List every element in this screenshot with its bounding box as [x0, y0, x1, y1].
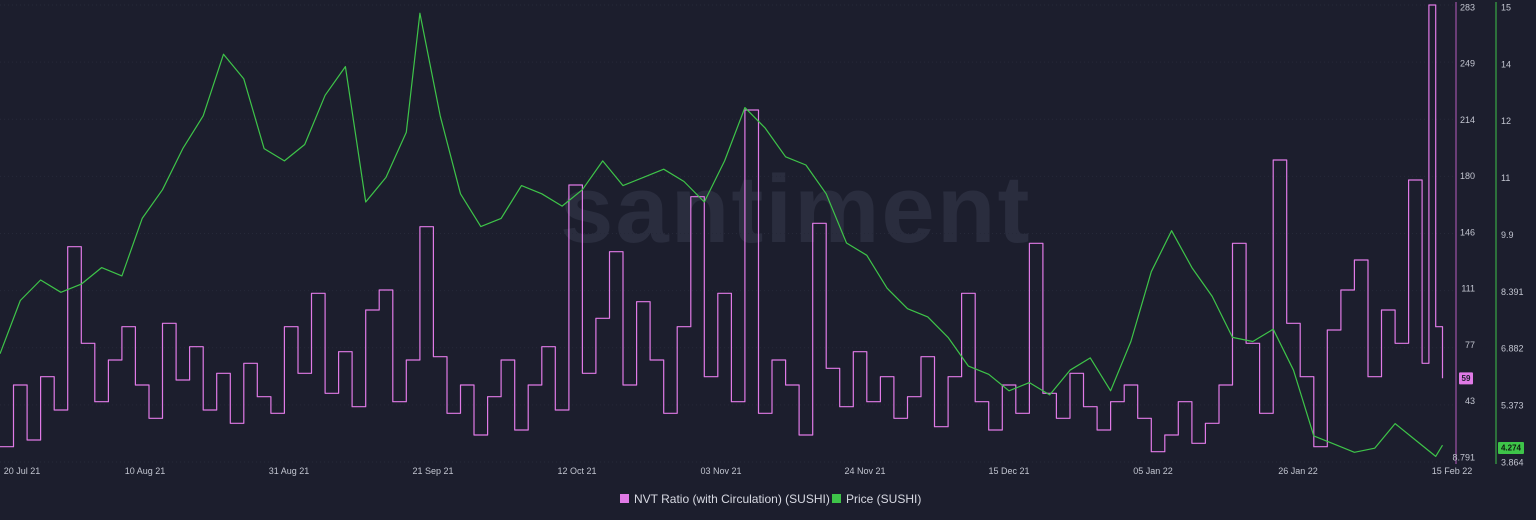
- nvt-tick-label: 283: [1460, 2, 1475, 12]
- nvt-current-badge: [1459, 372, 1473, 385]
- nvt-tick-label: 180: [1460, 171, 1475, 181]
- x-tick-label: 20 Jul 21: [4, 466, 41, 476]
- price-tick-label: 12: [1501, 116, 1511, 126]
- legend-swatch: [620, 494, 629, 503]
- x-tick-label: 21 Sep 21: [412, 466, 453, 476]
- price-tick-label: 11: [1501, 173, 1510, 183]
- x-axis-ticks: 20 Jul 21 10 Aug 21 31 Aug 21 21 Sep 21 12 O…: [4, 466, 1473, 476]
- price-current-value: 4.274: [1501, 444, 1522, 453]
- axis-lines: [1455, 2, 1497, 464]
- x-tick-label: 10 Aug 21: [125, 466, 166, 476]
- nvt-tick-label: 214: [1460, 115, 1475, 125]
- nvt-tick-label: 43: [1465, 396, 1475, 406]
- watermark: santiment: [560, 156, 1031, 263]
- legend-swatch: [832, 494, 841, 503]
- x-tick-label: 24 Nov 21: [844, 466, 885, 476]
- legend-label: Price (SUSHI): [846, 492, 921, 506]
- x-tick-label: 03 Nov 21: [700, 466, 741, 476]
- price-series-line: [0, 12, 1444, 457]
- price-tick-label: 6.882: [1501, 344, 1524, 354]
- x-tick-label: 15 Feb 22: [1432, 466, 1473, 476]
- legend-label: NVT Ratio (with Circulation) (SUSHI): [634, 492, 830, 506]
- x-tick-label: 31 Aug 21: [269, 466, 310, 476]
- current-value-badges: 59 4.274: [1459, 372, 1524, 454]
- grid: [0, 4, 1456, 463]
- nvt-current-value: 59: [1462, 374, 1471, 383]
- nvt-tick-label: 146: [1460, 227, 1475, 237]
- nvt-tick-label: 77: [1465, 340, 1475, 350]
- price-tick-label: 3.864: [1501, 457, 1524, 467]
- series-layer: [0, 4, 1444, 457]
- nvt-series-line: [0, 4, 1444, 453]
- price-current-badge: [1498, 442, 1524, 454]
- nvt-tick-label: 8.791: [1452, 452, 1475, 462]
- x-tick-label: 15 Dec 21: [988, 466, 1029, 476]
- nvt-tick-label: 111: [1461, 284, 1475, 294]
- x-tick-label: 12 Oct 21: [557, 466, 596, 476]
- nvt-tick-label: 249: [1460, 59, 1475, 69]
- price-tick-label: 5.373: [1501, 401, 1524, 411]
- price-tick-label: 15: [1501, 2, 1511, 12]
- price-tick-label: 9.9: [1501, 230, 1514, 240]
- x-tick-label: 05 Jan 22: [1133, 466, 1173, 476]
- x-tick-label: 26 Jan 22: [1278, 466, 1318, 476]
- price-axis-ticks: 15 14 12 11 9.9 8.391 6.882 5.373 3.864: [1501, 2, 1524, 467]
- nvt-axis-ticks: 283 249 214 180 146 111 77 43 8.791: [1452, 2, 1475, 462]
- price-tick-label: 14: [1501, 59, 1511, 69]
- price-tick-label: 8.391: [1501, 287, 1524, 297]
- legend: NVT Ratio (with Circulation) (SUSHI) Pric…: [620, 492, 921, 506]
